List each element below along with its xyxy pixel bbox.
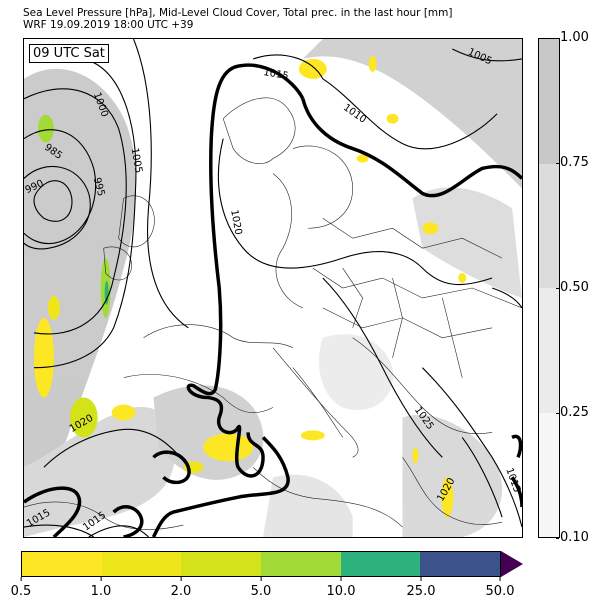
isobar-label: 1015 [263, 67, 290, 82]
isobar-label: 995 [91, 176, 107, 197]
isobar-label: 1005 [129, 147, 144, 174]
precip-tick: 50.0 [485, 577, 515, 599]
precipitation-colorbar [21, 551, 501, 577]
precip-band [261, 552, 341, 576]
precip-tick: 5.0 [250, 577, 272, 599]
precip-tick: 1.0 [90, 577, 112, 599]
cloud-cover-colorbar [538, 38, 560, 538]
coastlines [24, 97, 522, 530]
precip-tick: 2.0 [170, 577, 192, 599]
isobar-label: 1015 [503, 467, 522, 495]
precip-band [340, 552, 421, 576]
cloud-cover-tick: 0.25 [556, 405, 589, 420]
cloud-cover-band [539, 288, 559, 413]
cloud-cover-tick: 0.75 [556, 155, 589, 170]
map-canvas: 1015 1010 1005 1000 985 990 995 1005 102… [24, 39, 522, 537]
map-title-line2: WRF 19.09.2019 18:00 UTC +39 [23, 19, 194, 31]
isobar-1015-thick [24, 63, 522, 537]
precip-tick: 25.0 [406, 577, 436, 599]
precip-tick: 10.0 [326, 577, 356, 599]
cloud-cover-band [539, 163, 559, 288]
weather-map: 1015 1010 1005 1000 985 990 995 1005 102… [23, 38, 523, 538]
precip-band [181, 552, 262, 576]
cloud-cover-tick: 0.50 [556, 280, 589, 295]
precip-tick: 0.5 [10, 577, 32, 599]
forecast-time-label: 09 UTC Sat [29, 44, 109, 63]
cloud-cover-band [539, 412, 559, 537]
cloud-cover-tick: 1.00 [556, 30, 589, 45]
cloud-cover-band [539, 39, 559, 164]
precip-band [101, 552, 182, 576]
precip-band [22, 552, 102, 576]
isobar-label: 1020 [228, 209, 243, 236]
precipitation-patches [33, 55, 467, 518]
precip-extend-arrow [501, 551, 523, 577]
cloud-cover-tick: 0.10 [556, 530, 589, 545]
precip-band [420, 552, 501, 576]
map-title-line1: Sea Level Pressure [hPa], Mid-Level Clou… [23, 7, 453, 19]
